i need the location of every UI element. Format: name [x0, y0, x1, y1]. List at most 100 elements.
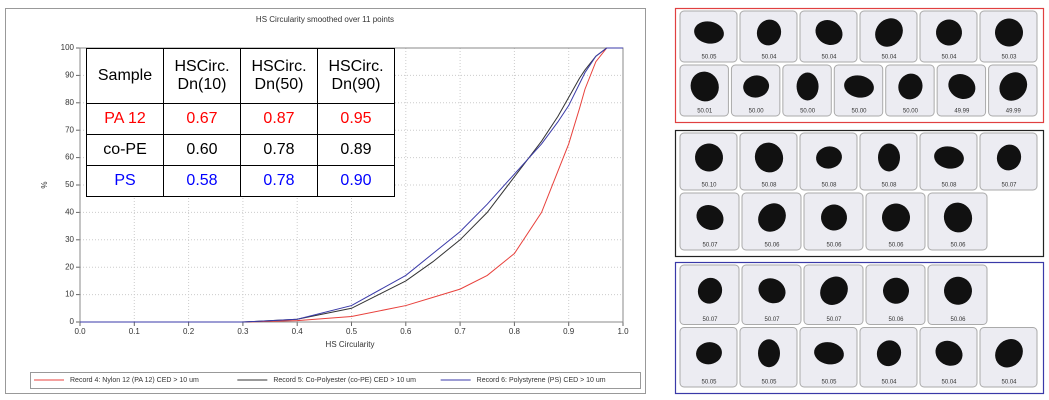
table-cell: 0.67 — [163, 103, 241, 135]
legend-label: Record 5: Co-Polyester (co-PE) CED > 10 … — [273, 377, 416, 384]
particle-label: 50.05 — [701, 380, 717, 386]
y-tick-label: 40 — [65, 208, 74, 217]
header-cell: HSCirc. Dn(50) — [240, 48, 318, 104]
particle-image — [690, 71, 719, 102]
particle-image — [878, 143, 900, 172]
particle-image — [821, 204, 847, 231]
particle-label: 50.04 — [761, 55, 777, 61]
table-cell: PA 12 — [86, 103, 164, 135]
series-line — [80, 47, 623, 323]
particle-label: 50.07 — [702, 243, 718, 249]
particle-label: 50.00 — [903, 109, 919, 115]
table-cell: 0.78 — [240, 165, 318, 197]
particle-image — [844, 75, 874, 98]
x-tick-label: 0.0 — [74, 327, 86, 336]
y-tick-label: 70 — [65, 125, 74, 134]
particle-image — [882, 203, 910, 232]
particle-label: 50.05 — [701, 55, 717, 61]
table-cell: co-PE — [86, 134, 164, 166]
particle-image — [814, 342, 844, 365]
particle-label: 50.04 — [1001, 380, 1017, 386]
particle-label: 50.00 — [851, 109, 867, 115]
particle-image — [758, 339, 780, 368]
x-axis-label: HS Circularity — [326, 340, 375, 349]
particle-label: 50.03 — [1001, 55, 1017, 61]
particle-label: 50.06 — [764, 243, 780, 249]
x-tick-label: 0.6 — [400, 327, 412, 336]
particle-label: 49.99 — [1006, 109, 1022, 115]
table-cell: 0.60 — [163, 134, 241, 166]
particle-image — [876, 340, 902, 367]
summary-table: Sample HSCirc. Dn(10) HSCirc. Dn(50) HSCirc… — [86, 48, 395, 197]
y-tick-label: 30 — [65, 235, 74, 244]
particle-image — [999, 72, 1028, 101]
particle-image — [758, 278, 786, 304]
particle-label: 50.10 — [701, 183, 717, 189]
table-cell: 0.78 — [240, 134, 318, 166]
particle-image — [697, 277, 723, 304]
table-cell: PS — [86, 165, 164, 197]
particle-label: 50.05 — [821, 380, 837, 386]
x-tick-label: 0.7 — [455, 327, 467, 336]
y-tick-label: 60 — [65, 153, 74, 162]
particle-label: 50.04 — [941, 55, 957, 61]
y-tick-label: 20 — [65, 262, 74, 271]
legend-frame — [30, 372, 641, 389]
particle-image — [934, 146, 964, 169]
particle-label: 50.08 — [821, 183, 837, 189]
particle-image — [996, 144, 1022, 171]
particle-label: 50.01 — [697, 109, 713, 115]
particle-label: 50.08 — [941, 183, 957, 189]
table-row: PS 0.58 0.78 0.90 — [86, 165, 395, 197]
header-cell: Sample — [86, 48, 164, 104]
y-tick-label: 50 — [65, 180, 74, 189]
y-axis-label: % — [40, 181, 49, 188]
table-row: PA 12 0.67 0.87 0.95 — [86, 103, 395, 135]
particle-label: 50.06 — [888, 317, 904, 323]
x-tick-label: 0.2 — [183, 327, 195, 336]
x-tick-label: 0.8 — [509, 327, 521, 336]
particle-image — [694, 21, 724, 44]
table-cell: 0.95 — [317, 103, 395, 135]
particle-label: 50.06 — [888, 243, 904, 249]
particle-image — [743, 75, 770, 98]
x-tick-label: 0.3 — [237, 327, 249, 336]
table-row: co-PE 0.60 0.78 0.89 — [86, 134, 395, 166]
particle-label: 50.07 — [764, 317, 780, 323]
particle-image — [944, 276, 972, 305]
particle-label: 50.04 — [941, 380, 957, 386]
table-cell: 0.87 — [240, 103, 318, 135]
x-tick-label: 1.0 — [617, 327, 629, 336]
particle-label: 50.08 — [761, 183, 777, 189]
particle-image — [883, 277, 909, 304]
legend-label: Record 6: Polystyrene (PS) CED > 10 um — [477, 377, 606, 384]
particle-image — [898, 73, 923, 100]
particle-image — [943, 202, 973, 233]
chart-title: HS Circularity smoothed over 11 points — [256, 15, 394, 24]
particle-label: 50.07 — [826, 317, 842, 323]
particle-label: 49.99 — [954, 109, 970, 115]
particle-label: 50.06 — [950, 317, 966, 323]
particle-label: 50.08 — [881, 183, 897, 189]
y-tick-label: 90 — [65, 71, 74, 80]
y-tick-label: 10 — [65, 290, 74, 299]
series-line — [80, 47, 623, 323]
particle-label: 50.04 — [821, 55, 837, 61]
y-tick-label: 80 — [65, 98, 74, 107]
particle-image — [758, 203, 786, 232]
particle-image — [756, 19, 782, 46]
particle-image — [696, 342, 722, 365]
x-tick-label: 0.1 — [129, 327, 141, 336]
legend-label: Record 4: Nylon 12 (PA 12) CED > 10 um — [70, 377, 199, 384]
y-tick-label: 100 — [61, 43, 75, 52]
header-cell: HSCirc. Dn(90) — [317, 48, 395, 104]
y-tick-label: 0 — [70, 317, 75, 326]
particle-image — [820, 276, 848, 305]
particle-label: 50.05 — [761, 380, 777, 386]
particle-image — [754, 142, 784, 173]
particle-label: 50.04 — [881, 55, 897, 61]
particle-image — [995, 339, 1023, 368]
table-cell: 0.58 — [163, 165, 241, 197]
particle-image — [815, 19, 843, 46]
series-line — [80, 47, 623, 323]
